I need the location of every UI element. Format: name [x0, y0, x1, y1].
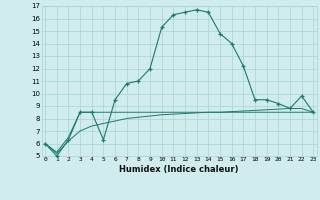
X-axis label: Humidex (Indice chaleur): Humidex (Indice chaleur): [119, 165, 239, 174]
